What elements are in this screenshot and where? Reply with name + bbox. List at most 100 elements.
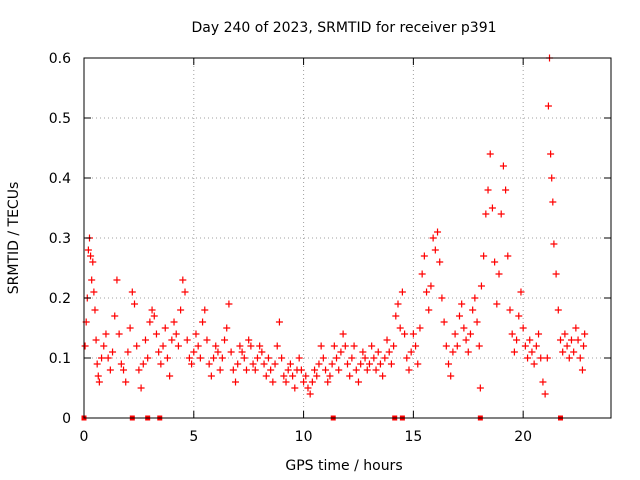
data-point bbox=[554, 306, 562, 314]
data-point bbox=[262, 372, 270, 380]
data-point bbox=[513, 336, 521, 344]
x-tick-label: 5 bbox=[189, 429, 198, 445]
data-point bbox=[199, 318, 207, 326]
data-point bbox=[341, 342, 349, 350]
data-point bbox=[539, 378, 547, 386]
data-point bbox=[420, 252, 428, 260]
data-point bbox=[247, 342, 255, 350]
data-point bbox=[407, 348, 415, 356]
data-point bbox=[436, 258, 444, 266]
data-point bbox=[174, 342, 182, 350]
data-point bbox=[405, 366, 413, 374]
data-point bbox=[530, 360, 538, 368]
data-point bbox=[495, 270, 503, 278]
data-point bbox=[361, 354, 369, 362]
data-point bbox=[570, 348, 578, 356]
data-point bbox=[365, 360, 373, 368]
data-point bbox=[295, 354, 303, 362]
data-point bbox=[181, 288, 189, 296]
data-point bbox=[207, 372, 215, 380]
data-point bbox=[319, 354, 327, 362]
data-point bbox=[135, 366, 143, 374]
data-point bbox=[315, 360, 323, 368]
data-point bbox=[166, 372, 174, 380]
data-point bbox=[451, 330, 459, 338]
data-point bbox=[376, 360, 384, 368]
data-point bbox=[550, 240, 558, 248]
data-point bbox=[304, 384, 312, 392]
data-point bbox=[339, 330, 347, 338]
data-point bbox=[387, 360, 395, 368]
data-point bbox=[537, 354, 545, 362]
data-point bbox=[528, 348, 536, 356]
data-point bbox=[161, 324, 169, 332]
data-point bbox=[580, 342, 588, 350]
data-point bbox=[326, 372, 334, 380]
data-point bbox=[223, 324, 231, 332]
data-point bbox=[359, 348, 367, 356]
data-point bbox=[535, 330, 543, 338]
data-point bbox=[210, 354, 218, 362]
data-point bbox=[120, 366, 128, 374]
data-point bbox=[497, 210, 505, 218]
data-point bbox=[401, 330, 409, 338]
data-point bbox=[412, 342, 420, 350]
data-point bbox=[291, 384, 299, 392]
data-point bbox=[260, 360, 268, 368]
x-tick-label: 20 bbox=[514, 429, 532, 445]
data-point bbox=[460, 324, 468, 332]
data-point bbox=[98, 354, 106, 362]
data-point bbox=[269, 378, 277, 386]
data-point bbox=[192, 330, 200, 338]
data-point bbox=[113, 276, 121, 284]
data-point bbox=[418, 270, 426, 278]
data-point bbox=[90, 288, 98, 296]
data-marks bbox=[81, 54, 589, 421]
data-point bbox=[442, 342, 450, 350]
data-point bbox=[392, 312, 400, 320]
data-point bbox=[449, 348, 457, 356]
data-point bbox=[440, 318, 448, 326]
data-point bbox=[229, 366, 237, 374]
data-point bbox=[216, 366, 224, 374]
data-point bbox=[306, 390, 314, 398]
data-point bbox=[469, 306, 477, 314]
data-point bbox=[267, 366, 275, 374]
data-point bbox=[466, 330, 474, 338]
data-point bbox=[88, 276, 96, 284]
x-tick-label: 10 bbox=[295, 429, 313, 445]
data-point bbox=[541, 390, 549, 398]
data-point bbox=[544, 102, 552, 110]
data-point bbox=[363, 366, 371, 374]
data-point bbox=[87, 252, 95, 260]
data-point bbox=[286, 360, 294, 368]
data-point bbox=[117, 360, 125, 368]
data-point bbox=[128, 288, 136, 296]
data-point bbox=[84, 246, 92, 254]
data-point bbox=[390, 342, 398, 350]
data-point bbox=[300, 378, 308, 386]
data-point bbox=[354, 378, 362, 386]
data-point bbox=[416, 324, 424, 332]
data-point bbox=[170, 318, 178, 326]
data-point bbox=[423, 288, 431, 296]
x-axis-title: GPS time / hours bbox=[285, 458, 402, 474]
y-tick-label: 0.1 bbox=[49, 351, 71, 367]
data-point bbox=[238, 348, 246, 356]
data-point bbox=[552, 270, 560, 278]
data-point bbox=[445, 360, 453, 368]
data-point bbox=[471, 294, 479, 302]
data-point bbox=[126, 324, 134, 332]
data-point bbox=[431, 246, 439, 254]
data-point bbox=[370, 354, 378, 362]
y-tick-label: 0.4 bbox=[49, 171, 71, 187]
data-point bbox=[335, 366, 343, 374]
data-point bbox=[330, 342, 338, 350]
data-point bbox=[122, 378, 130, 386]
data-point bbox=[258, 348, 266, 356]
data-point bbox=[124, 348, 132, 356]
data-point bbox=[183, 336, 191, 344]
data-point bbox=[328, 360, 336, 368]
